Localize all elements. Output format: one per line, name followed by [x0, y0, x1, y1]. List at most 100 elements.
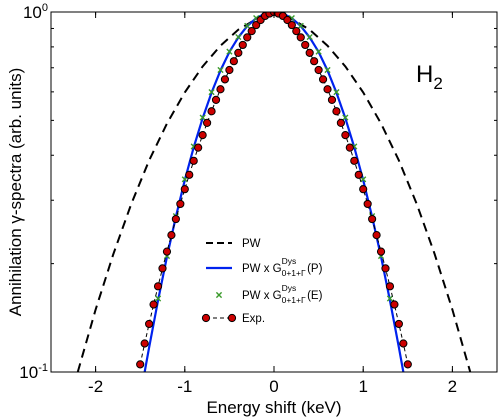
exp-point: [332, 107, 341, 116]
exp-point: [136, 360, 145, 369]
exp-point: [354, 170, 363, 179]
series-points-exp: [136, 12, 412, 369]
exp-point: [350, 156, 359, 165]
legend-label-suffix: (P): [307, 263, 323, 275]
y-tick-label: 100: [23, 2, 48, 22]
exp-point: [158, 264, 167, 273]
exp-point: [229, 57, 238, 66]
exp-point: [203, 118, 212, 127]
exp-point: [372, 231, 381, 240]
exp-point: [243, 33, 252, 42]
x-tick-label: 1: [358, 377, 367, 396]
exp-point: [180, 185, 189, 194]
exp-point: [162, 247, 172, 256]
cross-point: [235, 33, 242, 41]
exp-point: [238, 40, 247, 50]
exp-point: [145, 319, 154, 329]
exp-point: [305, 48, 314, 57]
ticks-layer: -2 -1 0 1 2 100 10-1: [19, 2, 497, 396]
molecule-subscript: 2: [433, 74, 442, 93]
legend-swatch-marker: [201, 313, 211, 323]
y-tick-label: 10-1: [19, 362, 48, 382]
x-tick-label: -1: [177, 377, 192, 396]
cross-point: [226, 48, 233, 55]
exp-point: [216, 85, 225, 94]
exp-point: [140, 339, 149, 348]
cross-point: [217, 66, 224, 74]
exp-point: [363, 199, 372, 209]
series-layer: [76, 12, 472, 372]
exp-point: [381, 264, 390, 273]
exp-point: [359, 185, 368, 194]
exp-point: [198, 131, 207, 140]
cross-point: [324, 66, 331, 74]
exp-point: [327, 95, 337, 104]
exp-point: [345, 143, 354, 152]
legend-swatch-marker: [227, 313, 237, 323]
exp-point: [296, 33, 305, 42]
legend-entry: PW: [206, 238, 261, 250]
exp-point: [211, 95, 221, 104]
exp-point: [220, 75, 230, 84]
exp-point: [394, 319, 403, 329]
exp-point: [153, 282, 163, 291]
exp-point: [176, 199, 185, 209]
exp-point: [247, 27, 256, 36]
exp-point: [149, 300, 158, 309]
exp-point: [390, 300, 399, 309]
cross-point: [208, 89, 215, 96]
exp-point: [225, 65, 234, 75]
cross-point: [333, 89, 340, 96]
exp-point: [323, 85, 332, 94]
exp-point: [252, 20, 261, 30]
legend-label: PW: [242, 238, 261, 250]
exp-point: [171, 214, 180, 224]
exp-point: [189, 156, 198, 165]
cross-point: [244, 22, 251, 29]
cross-point: [154, 295, 162, 302]
legend-label-sup: Dys: [282, 283, 297, 293]
series-line-pw: [76, 12, 472, 372]
y-axis-label: Annihilation γ-spectra (arb. units): [6, 68, 25, 317]
legend-label: PW x G: [242, 290, 282, 302]
x-axis-label: Energy shift (keV): [206, 398, 341, 417]
cross-point: [199, 114, 206, 121]
exp-point: [314, 65, 323, 75]
series-line-exp: [139, 12, 409, 365]
molecule-annotation: H2: [416, 61, 443, 93]
x-tick-label: 2: [448, 377, 457, 396]
cross-point: [306, 33, 313, 41]
exp-point: [234, 48, 243, 57]
exp-point: [194, 143, 203, 152]
exp-point: [368, 214, 377, 224]
exp-point: [167, 231, 176, 240]
exp-point: [287, 20, 296, 30]
exp-point: [385, 282, 395, 291]
exp-point: [207, 107, 216, 116]
legend-label: PW x G: [242, 263, 282, 275]
x-tick-label: -2: [88, 377, 103, 396]
exp-point: [301, 40, 310, 50]
x-tick-label: 0: [269, 377, 278, 396]
exp-point: [336, 118, 345, 127]
cross-point: [297, 22, 304, 29]
cross-point: [342, 114, 349, 121]
exp-point: [292, 27, 301, 36]
legend-label-sup: Dys: [282, 256, 297, 266]
cross-point: [315, 48, 322, 55]
exp-point: [185, 170, 194, 179]
exp-point: [341, 131, 350, 140]
legend-label: Exp.: [242, 313, 265, 325]
legend-label-sub: 0+1+Γ: [282, 268, 306, 278]
exp-point: [376, 247, 386, 256]
exp-point: [403, 360, 412, 369]
legend-label-suffix: (E): [307, 290, 323, 302]
cross-point: [386, 295, 394, 302]
molecule-symbol: H: [416, 61, 433, 88]
exp-point: [283, 15, 292, 25]
legend-entry: Exp.: [201, 313, 265, 325]
